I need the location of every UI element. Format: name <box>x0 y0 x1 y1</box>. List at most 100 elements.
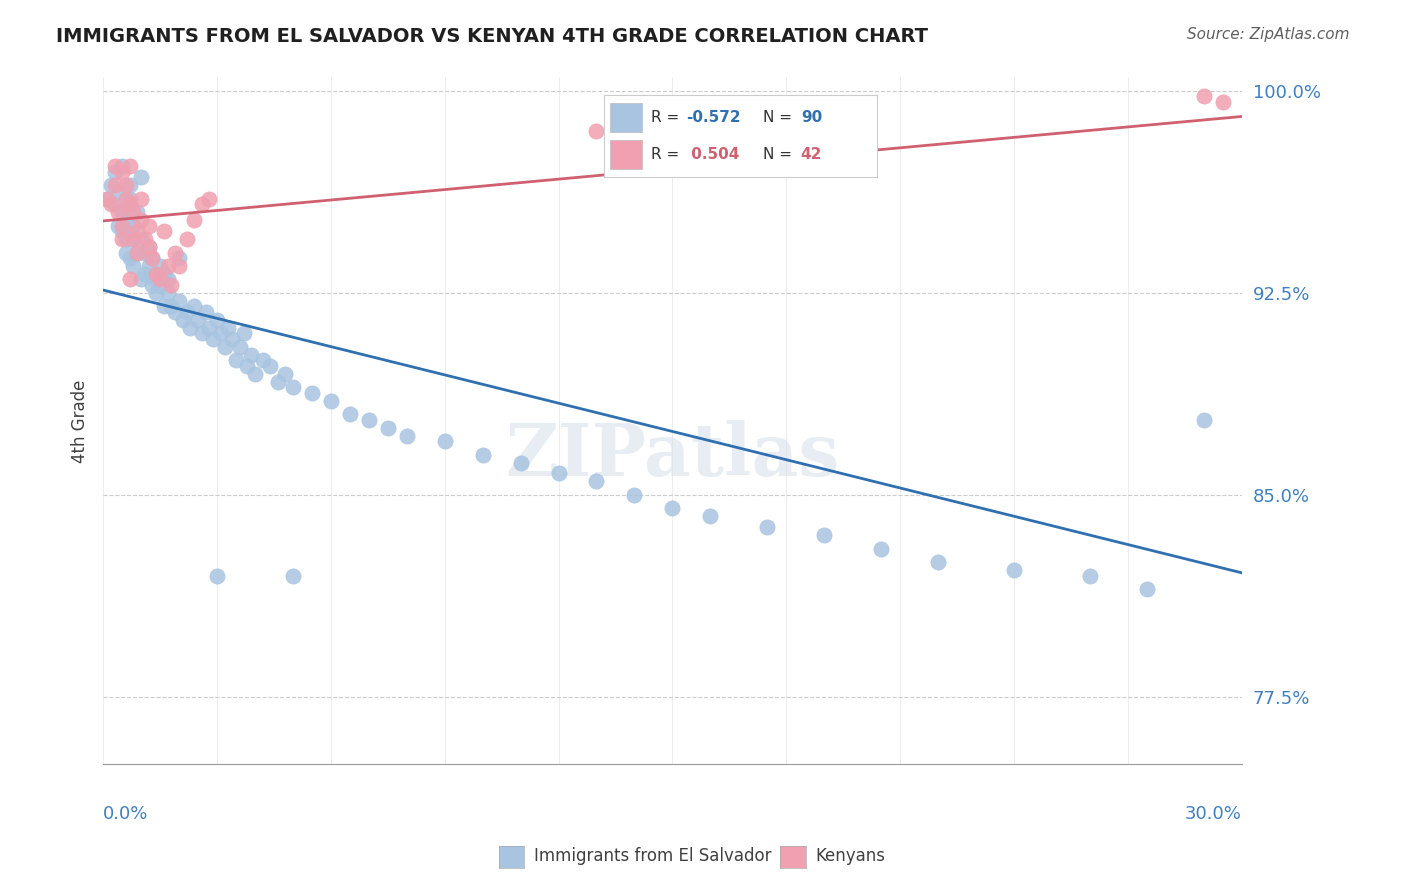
Point <box>134 245 156 260</box>
Point <box>118 192 141 206</box>
Point <box>1212 95 1234 109</box>
Point <box>756 520 779 534</box>
Point <box>243 367 266 381</box>
Point <box>202 332 225 346</box>
Point <box>149 277 172 292</box>
Point <box>927 555 949 569</box>
Text: Source: ZipAtlas.com: Source: ZipAtlas.com <box>1187 27 1350 42</box>
Point <box>183 213 205 227</box>
Point <box>129 170 152 185</box>
Point <box>1078 568 1101 582</box>
Point <box>111 219 134 233</box>
Point <box>115 213 138 227</box>
Text: IMMIGRANTS FROM EL SALVADOR VS KENYAN 4TH GRADE CORRELATION CHART: IMMIGRANTS FROM EL SALVADOR VS KENYAN 4T… <box>56 27 928 45</box>
Point <box>221 332 243 346</box>
Point <box>145 272 167 286</box>
Point <box>138 240 160 254</box>
Point <box>267 375 290 389</box>
Point <box>229 340 252 354</box>
Point <box>281 568 304 582</box>
Point <box>134 267 156 281</box>
Point <box>127 224 149 238</box>
Point <box>149 272 172 286</box>
Point <box>100 197 122 211</box>
Point <box>176 305 198 319</box>
Point <box>103 165 125 179</box>
Point <box>149 259 172 273</box>
Point <box>122 232 145 246</box>
Point <box>111 224 134 238</box>
Point <box>301 385 323 400</box>
Point <box>1192 89 1215 103</box>
Point <box>623 143 645 157</box>
Point <box>111 159 134 173</box>
Point <box>259 359 281 373</box>
Point <box>115 178 138 193</box>
Point <box>115 232 138 246</box>
Point <box>661 111 683 125</box>
Point <box>433 434 456 448</box>
Point <box>111 205 134 219</box>
Point <box>134 232 156 246</box>
Point <box>198 192 221 206</box>
Point <box>395 428 418 442</box>
Point <box>115 245 138 260</box>
Point <box>623 488 645 502</box>
Point <box>118 159 141 173</box>
Point <box>172 313 194 327</box>
Point <box>129 213 152 227</box>
Point <box>547 467 569 481</box>
Point <box>118 272 141 286</box>
Point <box>111 232 134 246</box>
Point <box>145 285 167 300</box>
Point <box>191 326 214 341</box>
Point <box>138 240 160 254</box>
Point <box>107 186 129 201</box>
Point <box>153 267 176 281</box>
Text: 30.0%: 30.0% <box>1185 805 1241 823</box>
Point <box>103 197 125 211</box>
Point <box>115 192 138 206</box>
Point <box>138 259 160 273</box>
Point <box>183 299 205 313</box>
Point <box>225 353 247 368</box>
Point <box>205 313 228 327</box>
Point <box>187 313 209 327</box>
Point <box>209 326 232 341</box>
Point <box>214 340 236 354</box>
Point <box>138 219 160 233</box>
Point <box>813 528 835 542</box>
Point <box>118 251 141 265</box>
Text: Kenyans: Kenyans <box>815 847 886 865</box>
Point <box>357 412 380 426</box>
Point <box>141 251 163 265</box>
Point <box>198 321 221 335</box>
Point <box>176 232 198 246</box>
Point <box>377 420 399 434</box>
Point <box>167 251 190 265</box>
Point <box>274 367 297 381</box>
Point <box>127 245 149 260</box>
Point <box>165 245 187 260</box>
Point <box>156 259 179 273</box>
Point <box>1002 563 1025 577</box>
Point <box>96 192 118 206</box>
Point <box>756 116 779 130</box>
Point <box>141 277 163 292</box>
Point <box>127 245 149 260</box>
Point <box>232 326 254 341</box>
Point <box>122 219 145 233</box>
Point <box>96 192 118 206</box>
Point <box>118 197 141 211</box>
Point <box>167 259 190 273</box>
Point <box>167 293 190 308</box>
Point <box>813 97 835 112</box>
Point <box>145 267 167 281</box>
Point <box>191 197 214 211</box>
Point <box>100 178 122 193</box>
Point <box>661 501 683 516</box>
Point <box>179 321 201 335</box>
Point <box>1136 582 1159 597</box>
Point <box>585 475 607 489</box>
Point <box>870 541 893 556</box>
